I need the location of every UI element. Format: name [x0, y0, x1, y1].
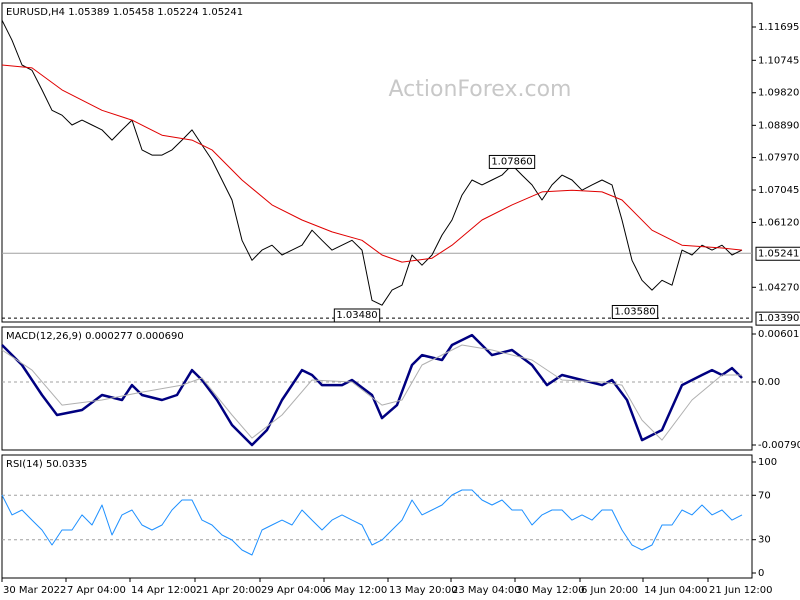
y-tick-label: 1.04270: [758, 282, 799, 293]
y-tick-label: 30: [758, 535, 771, 546]
y-tick-label: 0: [758, 568, 764, 579]
x-tick-label: 7 Apr 04:00: [67, 585, 126, 596]
y-tick-label: 0.006012: [758, 329, 800, 340]
x-tick-label: 6 Jun 20:00: [581, 585, 638, 596]
y-tick-label: 1.07970: [758, 153, 799, 164]
level-label: 1.03390: [758, 313, 799, 324]
panel-title: EURUSD,H4 1.05389 1.05458 1.05224 1.0524…: [6, 7, 243, 18]
series-line: [1, 64, 743, 263]
panel-title: RSI(14) 50.0335: [6, 459, 87, 470]
y-tick-label: 1.06120: [758, 217, 799, 228]
y-tick-label: 1.11695: [758, 22, 799, 33]
label-box: [611, 304, 659, 319]
y-tick-label: -0.007907: [758, 440, 800, 451]
y-tick-label: 1.09820: [758, 88, 799, 99]
x-tick-label: 13 May 20:00: [389, 585, 458, 596]
watermark: ActionForex.com: [389, 77, 572, 102]
level-label: 1.05241: [758, 248, 799, 259]
x-tick-label: 23 May 04:00: [452, 585, 521, 596]
annotation: 1.03580: [614, 306, 655, 317]
label-box: [755, 311, 800, 326]
series-line: [1, 19, 743, 306]
y-tick-label: 1.08890: [758, 120, 799, 131]
y-tick-label: 70: [758, 490, 771, 501]
series-line: [1, 344, 742, 441]
panel-frame: [1, 454, 753, 579]
label-box: [333, 308, 381, 323]
panel-frame: [1, 326, 753, 451]
label-box: [488, 154, 536, 169]
panel-title: MACD(12,26,9) 0.000277 0.000690: [6, 331, 184, 342]
x-tick-label: 6 May 12:00: [325, 585, 387, 596]
x-tick-label: 14 Apr 12:00: [131, 585, 196, 596]
x-tick-label: 21 Apr 20:00: [196, 585, 261, 596]
y-tick-label: 1.07045: [758, 185, 799, 196]
annotation: 1.03480: [336, 310, 377, 321]
y-tick-label: 1.10745: [758, 55, 799, 66]
y-tick-label: 100: [758, 457, 777, 468]
label-box: [755, 246, 800, 261]
series-line: [1, 333, 743, 447]
x-tick-label: 30 Mar 2022: [3, 585, 66, 596]
x-tick-label: 30 May 12:00: [516, 585, 585, 596]
x-tick-label: 29 Apr 04:00: [261, 585, 326, 596]
annotation: 1.07860: [491, 156, 532, 167]
series-line: [1, 489, 743, 556]
y-tick-label: 0.00: [758, 377, 780, 388]
x-tick-label: 21 Jun 12:00: [709, 585, 773, 596]
panel-frame: [1, 2, 753, 323]
x-tick-label: 14 Jun 04:00: [644, 585, 708, 596]
